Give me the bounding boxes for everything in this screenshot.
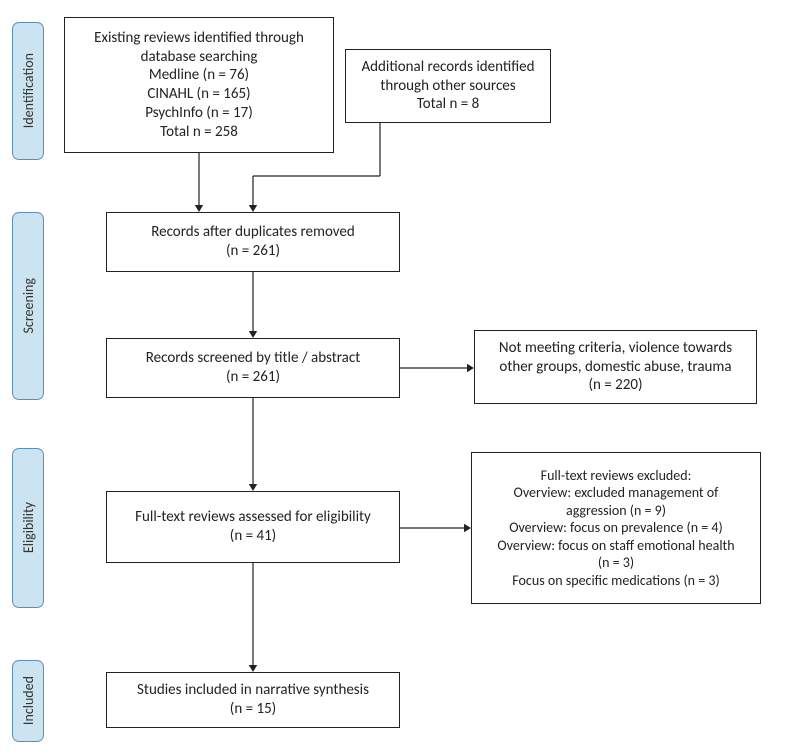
box-included: Studies included in narrative synthesis … [106,672,400,728]
line: aggression (n = 9) [566,502,666,520]
line: database searching [141,48,258,67]
prisma-flowchart: Identification Screening Eligibility Inc… [0,0,787,754]
line: Overview: focus on prevalence (n = 4) [509,519,723,537]
line: Full-text reviews assessed for eligibili… [135,508,371,527]
line: Existing reviews identified through [94,29,304,48]
stage-eligibility: Eligibility [12,448,44,608]
line: Records screened by title / abstract [146,349,360,368]
line: Not meeting criteria, violence towards [499,339,732,358]
box-db-search: Existing reviews identified through data… [64,17,334,153]
line: (n = 261) [226,368,280,387]
line: through other sources [380,77,515,96]
box-dedup: Records after duplicates removed (n = 26… [106,212,400,272]
stage-label-text: Screening [20,274,37,338]
stage-label-text: Identification [20,49,37,132]
box-screened: Records screened by title / abstract (n … [106,338,400,398]
stage-identification: Identification [12,22,44,160]
line: Total n = 258 [160,123,238,142]
line: (n = 261) [226,242,280,261]
stage-label-text: Eligibility [20,498,37,557]
line: Medline (n = 76) [149,66,249,85]
stage-screening: Screening [12,212,44,400]
box-fulltext: Full-text reviews assessed for eligibili… [106,491,400,563]
line: PsychInfo (n = 17) [145,104,253,123]
box-excluded-screening: Not meeting criteria, violence towards o… [474,330,757,404]
line: Studies included in narrative synthesis [137,681,369,700]
box-other-sources: Additional records identified through ot… [345,49,551,123]
stage-label-text: Included [20,672,37,729]
line: Overview: focus on staff emotional healt… [497,537,734,555]
line: Total n = 8 [417,95,479,114]
stage-included: Included [12,660,44,742]
line: CINAHL (n = 165) [147,85,250,104]
line: (n = 15) [230,700,276,719]
line: (n = 41) [230,527,276,546]
line: (n = 220) [588,376,642,395]
line: other groups, domestic abuse, trauma [499,358,731,377]
line: (n = 3) [598,554,634,572]
line: Full-text reviews excluded: [541,467,692,485]
line: Records after duplicates removed [151,223,355,242]
box-excluded-fulltext: Full-text reviews excluded: Overview: ex… [471,452,761,604]
line: Overview: excluded management of [514,484,719,502]
line: Additional records identified [361,58,534,77]
line: Focus on specific medications (n = 3) [512,572,719,590]
